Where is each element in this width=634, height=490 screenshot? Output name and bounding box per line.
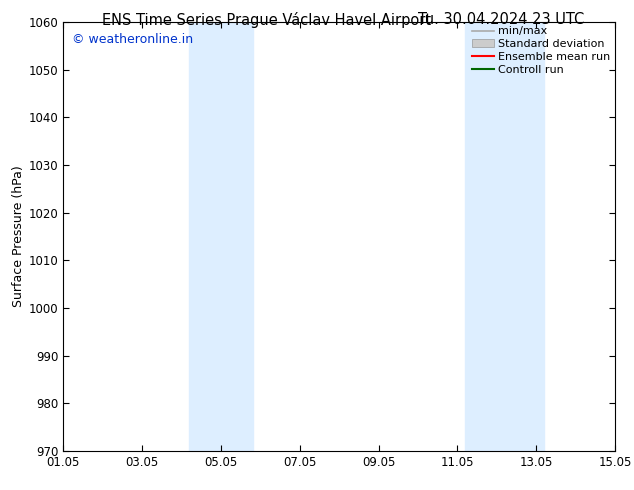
Bar [190, 22, 252, 451]
Legend: min/max, Standard deviation, Ensemble mean run, Controll run: min/max, Standard deviation, Ensemble me… [469, 24, 612, 77]
Text: ENS Time Series Prague Václav Havel Airport: ENS Time Series Prague Václav Havel Airp… [101, 12, 431, 28]
Bar [465, 22, 544, 451]
Text: Tu. 30.04.2024 23 UTC: Tu. 30.04.2024 23 UTC [418, 12, 584, 27]
Text: © weatheronline.in: © weatheronline.in [72, 33, 193, 46]
Y-axis label: Surface Pressure (hPa): Surface Pressure (hPa) [11, 166, 25, 307]
